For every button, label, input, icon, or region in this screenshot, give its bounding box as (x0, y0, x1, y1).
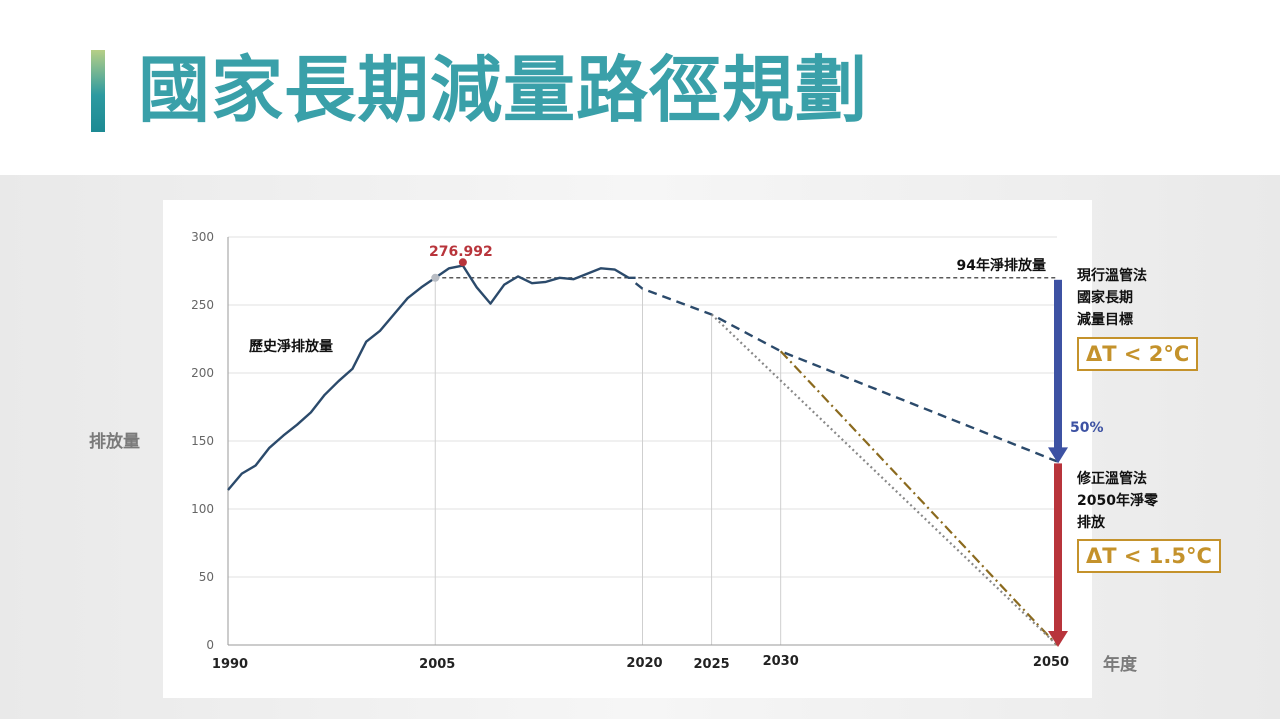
x-tick-2025: 2025 (693, 657, 729, 672)
x-tick-2050: 2050 (1033, 655, 1069, 670)
y-tick-300: 300 (191, 230, 214, 244)
reduction-arrow-shaft-1 (1054, 463, 1062, 633)
series-line-2-dashdot (779, 350, 1058, 646)
history-series-label: 歷史淨排放量 (249, 338, 333, 355)
y-tick-0: 0 (206, 638, 214, 652)
target1-line-1: 國家長期 (1077, 289, 1133, 306)
target1-line-2: 減量目標 (1077, 311, 1133, 328)
x-tick-2030: 2030 (763, 654, 799, 669)
series-line-3-dotted (710, 313, 1058, 646)
target-2c-box: ΔT < 2°C (1077, 337, 1199, 371)
page-title: 國家長期減量路徑規劃 (138, 48, 869, 132)
header: 國家長期減量路徑規劃 (0, 0, 1280, 175)
target2-line-1: 2050年淨零 (1077, 492, 1159, 509)
reduction-arrow-head-1 (1048, 631, 1068, 647)
y-tick-200: 200 (191, 366, 214, 380)
x-tick-2020: 2020 (626, 656, 662, 671)
y-tick-50: 50 (199, 570, 214, 584)
base-point-marker (431, 273, 440, 282)
reference-line-label: 94年淨排放量 (957, 257, 1046, 274)
target2-line-2: 排放 (1077, 514, 1106, 531)
series-line-0-solid (227, 264, 636, 491)
reduction-arrow-shaft-0 (1054, 279, 1062, 450)
title-accent-bar (91, 50, 105, 132)
target1-line-0: 現行溫管法 (1077, 267, 1147, 284)
target2-line-0: 修正溫管法 (1076, 470, 1147, 487)
series-line-1-dashed (634, 282, 1058, 463)
chart-panel (163, 200, 1092, 698)
y-tick-100: 100 (191, 502, 214, 516)
reduction-arrow-head-0 (1048, 447, 1068, 464)
peak-marker (458, 258, 467, 267)
peak-label: 276.992 (429, 244, 493, 260)
target-1-5c-box: ΔT < 1.5°C (1077, 539, 1221, 573)
y-tick-250: 250 (191, 298, 214, 312)
x-tick-1990: 1990 (212, 657, 248, 672)
percent-label: 50% (1070, 420, 1104, 436)
x-axis-title: 年度 (1103, 655, 1137, 675)
y-axis-title: 排放量 (89, 432, 140, 452)
x-tick-2005: 2005 (419, 657, 455, 672)
y-tick-150: 150 (191, 434, 214, 448)
